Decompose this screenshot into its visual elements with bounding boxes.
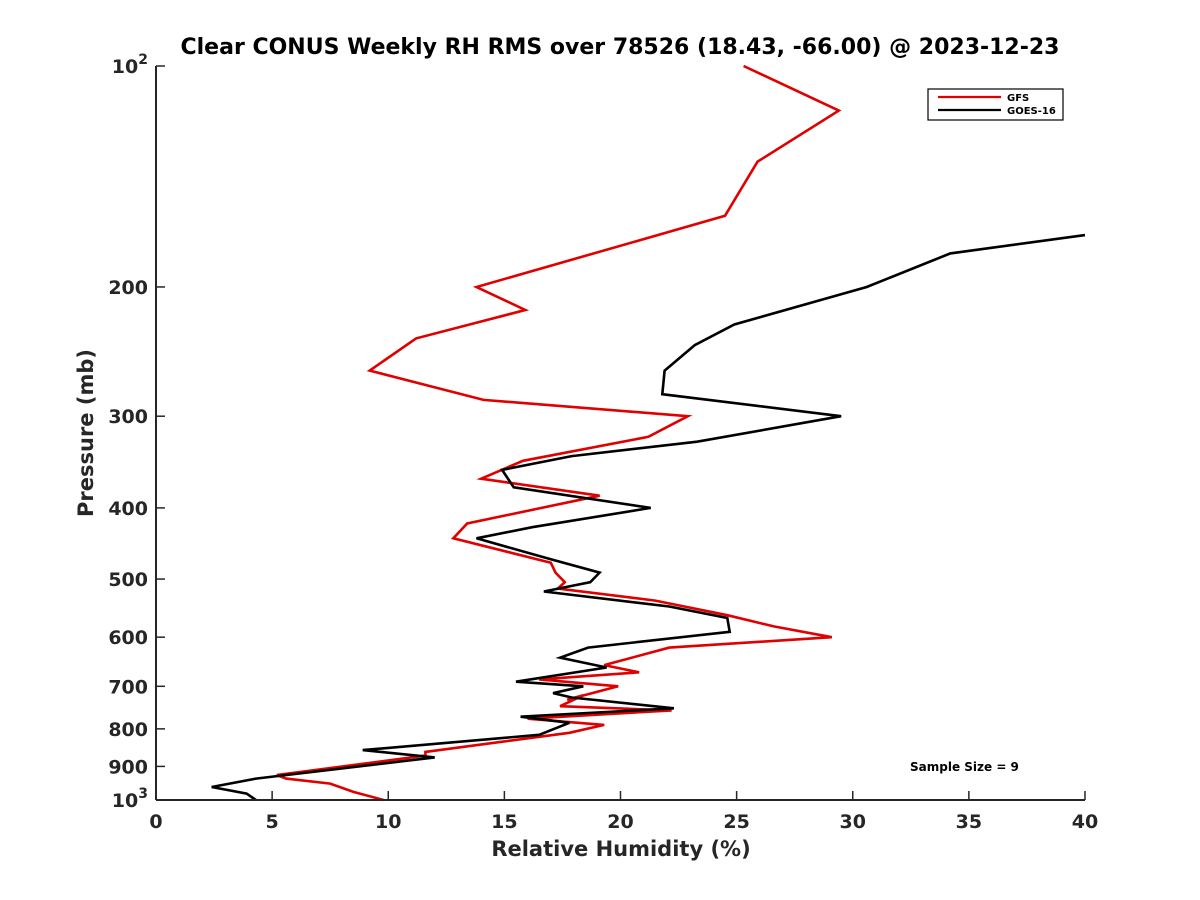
sample-size-annotation: Sample Size = 9 xyxy=(910,760,1019,774)
y-tick-label: 800 xyxy=(108,719,148,741)
series-line-goes-16 xyxy=(211,233,1086,802)
y-tick-label: 300 xyxy=(108,406,148,428)
y-tick-label: 102 xyxy=(112,52,148,78)
y-tick-label: 700 xyxy=(108,676,148,698)
y-tick-label: 500 xyxy=(108,569,148,591)
legend-label-gfs: GFS xyxy=(1007,93,1029,104)
x-tick-label: 30 xyxy=(840,811,866,833)
y-tick-label: 400 xyxy=(108,498,148,520)
legend: GFS GOES-16 xyxy=(927,88,1064,121)
y-tick-label: 600 xyxy=(108,627,148,649)
x-tick-label: 10 xyxy=(375,811,401,833)
y-tick-label: 200 xyxy=(108,277,148,299)
chart-title: Clear CONUS Weekly RH RMS over 78526 (18… xyxy=(181,35,1060,60)
series-line-gfs xyxy=(276,64,842,802)
x-tick-label: 40 xyxy=(1072,811,1098,833)
x-tick-label: 35 xyxy=(956,811,982,833)
plot-area: 0 5 10 15 20 25 30 35 40 102 200 300 400 500 600 700 800… xyxy=(108,52,1098,833)
x-tick-label: 20 xyxy=(607,811,633,833)
y-tick-label: 103 xyxy=(112,786,148,812)
legend-box xyxy=(927,88,1064,121)
x-tick-label: 15 xyxy=(491,811,517,833)
x-axis-label: Relative Humidity (%) xyxy=(491,837,750,861)
legend-label-goes16: GOES-16 xyxy=(1007,106,1056,117)
axes-layer: 0 5 10 15 20 25 30 35 40 102 200 300 400 500 600 700 800… xyxy=(108,52,1098,833)
x-tick-label: 5 xyxy=(266,811,279,833)
y-axis-label: Pressure (mb) xyxy=(74,349,98,517)
x-tick-label: 25 xyxy=(723,811,749,833)
series-layer xyxy=(211,64,1086,802)
x-tick-label: 0 xyxy=(149,811,162,833)
y-tick-label: 900 xyxy=(108,756,148,778)
